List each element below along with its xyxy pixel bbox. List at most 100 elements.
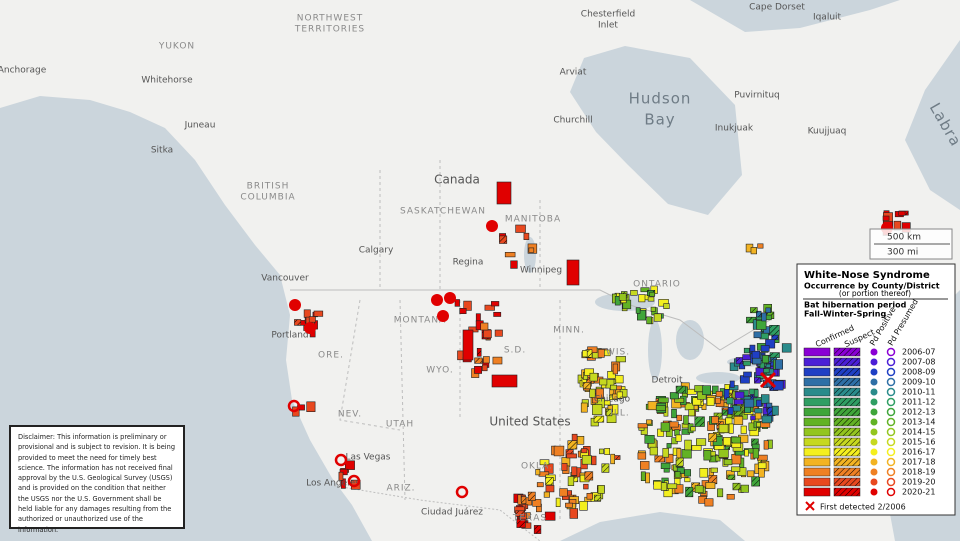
legend-confirmed-swatch — [803, 437, 831, 447]
county — [581, 455, 592, 465]
county — [536, 482, 544, 488]
county — [685, 486, 694, 498]
county — [635, 307, 641, 314]
county — [708, 433, 717, 442]
county — [702, 385, 711, 396]
city-label: Inukjuak — [715, 124, 754, 134]
county — [589, 388, 596, 398]
county — [754, 408, 763, 414]
legend-pd-presumed — [886, 387, 896, 397]
city-label: Iqaluit — [813, 13, 842, 23]
county — [740, 484, 749, 493]
county — [544, 511, 556, 521]
scale-bar: 500 km 300 mi — [869, 228, 953, 260]
county — [599, 378, 608, 386]
legend-first-detected: First detected 2/2006 — [820, 503, 906, 512]
county — [640, 287, 650, 293]
county — [605, 408, 613, 417]
county — [582, 350, 588, 358]
county — [583, 483, 589, 490]
legend-suspect-swatch — [833, 387, 861, 397]
country-label: Canada — [434, 173, 480, 187]
city-label: Chesterfield — [581, 10, 635, 20]
county — [640, 471, 646, 481]
county — [758, 462, 767, 469]
county — [646, 419, 652, 425]
county — [750, 415, 756, 421]
city-label: Cape Dorset — [749, 3, 805, 13]
pd-presumed-marker — [334, 453, 348, 467]
county — [567, 476, 575, 487]
city-label: Churchill — [553, 116, 592, 126]
region-label: OKLA. — [521, 462, 553, 472]
county — [655, 405, 666, 411]
county — [490, 301, 500, 307]
county — [580, 402, 588, 413]
county — [581, 448, 588, 454]
county — [718, 424, 729, 433]
legend-pd-presumed — [886, 397, 896, 407]
county — [750, 247, 757, 255]
legend-season-label: 2011-12 — [902, 398, 935, 407]
county — [480, 322, 489, 331]
county — [604, 448, 610, 455]
county — [340, 478, 346, 489]
county — [607, 370, 616, 379]
county — [528, 247, 535, 253]
region-label: NEV. — [338, 410, 362, 420]
county — [675, 457, 684, 467]
city-label: Sitka — [151, 146, 173, 156]
county — [731, 466, 741, 472]
legend-confirmed-swatch — [803, 467, 831, 477]
legend-season-label: 2016-17 — [902, 448, 935, 457]
county — [762, 355, 769, 364]
county — [566, 259, 580, 286]
county — [695, 438, 707, 446]
city-label: Portland — [271, 331, 308, 341]
county — [603, 400, 611, 406]
county — [533, 525, 542, 534]
county — [306, 401, 316, 412]
county — [589, 372, 598, 382]
city-label: Calgary — [359, 246, 394, 256]
county — [681, 449, 692, 459]
county — [555, 497, 561, 508]
county — [591, 455, 597, 466]
county — [535, 468, 541, 476]
county — [615, 356, 626, 363]
county — [712, 385, 719, 394]
county — [761, 312, 767, 322]
county — [567, 440, 578, 450]
county — [610, 453, 616, 465]
legend-title: White-Nose Syndrome — [804, 270, 930, 281]
county — [637, 452, 647, 460]
legend-first-detected-icon — [805, 501, 815, 511]
county — [731, 442, 741, 449]
county — [734, 391, 745, 399]
county — [710, 467, 718, 473]
county — [630, 289, 638, 296]
water-label: Bay — [644, 111, 675, 129]
legend-pd-presumed — [886, 467, 896, 477]
legend-pd-positive — [870, 408, 878, 416]
pd-positive-marker — [437, 310, 449, 322]
county — [742, 360, 751, 366]
legend-suspect-swatch — [833, 477, 861, 487]
legend-pd-positive — [870, 428, 878, 436]
county — [761, 415, 772, 424]
county — [576, 435, 585, 445]
legend-suspect-swatch — [833, 347, 861, 357]
county — [491, 374, 518, 388]
county — [769, 324, 780, 336]
county — [749, 344, 756, 352]
county — [676, 448, 682, 459]
county — [717, 488, 724, 498]
legend-pd-positive — [870, 418, 878, 426]
county — [539, 459, 550, 466]
county — [644, 434, 655, 444]
county — [690, 426, 696, 432]
county — [722, 437, 731, 446]
county — [462, 329, 474, 361]
county — [706, 397, 715, 406]
region-label: MINN. — [553, 326, 585, 336]
